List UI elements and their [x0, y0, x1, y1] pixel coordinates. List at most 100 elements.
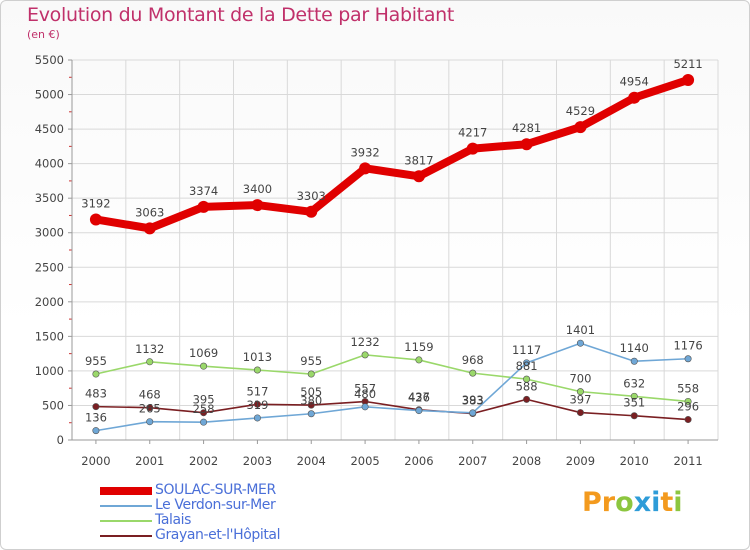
series-line — [95, 398, 689, 421]
data-point — [92, 427, 100, 435]
data-label: 296 — [677, 400, 699, 414]
x-tick-label: 2004 — [297, 454, 326, 468]
data-label: 319 — [246, 398, 268, 412]
data-label: 4281 — [512, 121, 541, 135]
data-point — [253, 400, 261, 408]
legend-swatch — [100, 535, 152, 537]
data-label: 3932 — [350, 145, 379, 159]
data-point — [92, 403, 100, 411]
proxiti-logo: Proxiti — [582, 487, 683, 518]
data-point — [682, 73, 695, 86]
data-point — [469, 409, 477, 417]
data-label: 1013 — [243, 350, 272, 364]
data-point — [684, 355, 692, 363]
data-label: 383 — [462, 394, 484, 408]
data-label: 700 — [569, 372, 591, 386]
data-label: 1401 — [566, 323, 595, 337]
data-label: 505 — [300, 385, 322, 399]
data-point — [684, 416, 692, 424]
x-tick-label: 2000 — [81, 454, 110, 468]
legend-label: Le Verdon-sur-Mer — [155, 497, 276, 513]
data-point — [92, 370, 100, 378]
data-point — [576, 388, 584, 396]
logo-letter: P — [582, 487, 602, 518]
x-tick-label: 2010 — [620, 454, 649, 468]
data-point — [574, 121, 587, 134]
data-point — [630, 392, 638, 400]
data-point — [523, 395, 531, 403]
data-label: 258 — [193, 402, 215, 416]
legend-label: Talais — [155, 512, 192, 528]
x-tick-label: 2001 — [135, 454, 164, 468]
data-point — [523, 359, 531, 367]
data-label: 1132 — [135, 342, 164, 356]
logo-letter: r — [601, 487, 616, 518]
data-label: 483 — [85, 387, 107, 401]
data-point — [630, 412, 638, 420]
x-tick-label: 2008 — [512, 454, 541, 468]
data-point — [523, 375, 531, 383]
series-line — [95, 342, 689, 432]
data-label: 1069 — [189, 346, 218, 360]
y-tick-label: 0 — [57, 433, 64, 447]
x-tick-label: 2005 — [350, 454, 379, 468]
data-label: 437 — [408, 390, 430, 404]
y-tick-label: 2000 — [35, 295, 64, 309]
data-label: 1117 — [512, 343, 541, 357]
data-label: 1140 — [620, 341, 649, 355]
data-point — [200, 362, 208, 370]
data-label: 1176 — [673, 339, 702, 353]
logo-letter: o — [615, 487, 634, 518]
data-point — [200, 409, 208, 417]
y-tick-label: 5000 — [35, 88, 64, 102]
data-label: 4529 — [566, 104, 595, 118]
data-label: 4217 — [458, 126, 487, 140]
data-label: 1159 — [404, 340, 433, 354]
logo-letter: t — [660, 487, 674, 518]
data-label: 3400 — [243, 182, 272, 196]
data-point — [361, 403, 369, 411]
data-point — [307, 401, 315, 409]
x-tick-label: 2003 — [243, 454, 272, 468]
data-label: 632 — [623, 376, 645, 390]
data-label: 3374 — [189, 184, 218, 198]
y-tick-label: 5500 — [35, 53, 64, 67]
data-label: 351 — [623, 396, 645, 410]
logo-letter: i — [651, 487, 661, 518]
data-label: 557 — [354, 382, 376, 396]
x-tick-label: 2011 — [673, 454, 702, 468]
data-point — [520, 138, 533, 151]
chart-subtitle: (en €) — [27, 28, 60, 41]
legend-swatch — [100, 505, 152, 507]
data-label: 517 — [246, 384, 268, 398]
data-label: 136 — [85, 411, 107, 425]
logo-letter: i — [673, 487, 683, 518]
y-tick-label: 2500 — [35, 260, 64, 274]
data-label: 968 — [462, 353, 484, 367]
data-label: 3817 — [404, 153, 433, 167]
data-point — [412, 170, 425, 183]
data-point — [469, 369, 477, 377]
data-point — [200, 418, 208, 426]
legend-label: SOULAC-SUR-MER — [155, 482, 276, 498]
data-label: 1232 — [350, 335, 379, 349]
data-point — [143, 222, 156, 235]
legend-swatch — [100, 487, 152, 495]
data-label: 480 — [354, 387, 376, 401]
x-tick-label: 2007 — [458, 454, 487, 468]
line-chart: 0 500 1000 1500 2000 2500 3000 3500 4000 4500 5000… — [35, 53, 719, 468]
x-tick-label: 2002 — [189, 454, 218, 468]
y-tick-label: 1500 — [35, 329, 64, 343]
data-label: 955 — [300, 354, 322, 368]
data-point — [89, 213, 102, 226]
data-point — [576, 409, 584, 417]
y-tick-label: 1000 — [35, 364, 64, 378]
data-point — [576, 339, 584, 347]
data-label: 3303 — [297, 189, 326, 203]
data-point — [197, 200, 210, 213]
x-tick-label: 2006 — [404, 454, 433, 468]
x-tick-label: 2009 — [566, 454, 595, 468]
data-label: 4954 — [620, 75, 649, 89]
data-label: 395 — [193, 393, 215, 407]
